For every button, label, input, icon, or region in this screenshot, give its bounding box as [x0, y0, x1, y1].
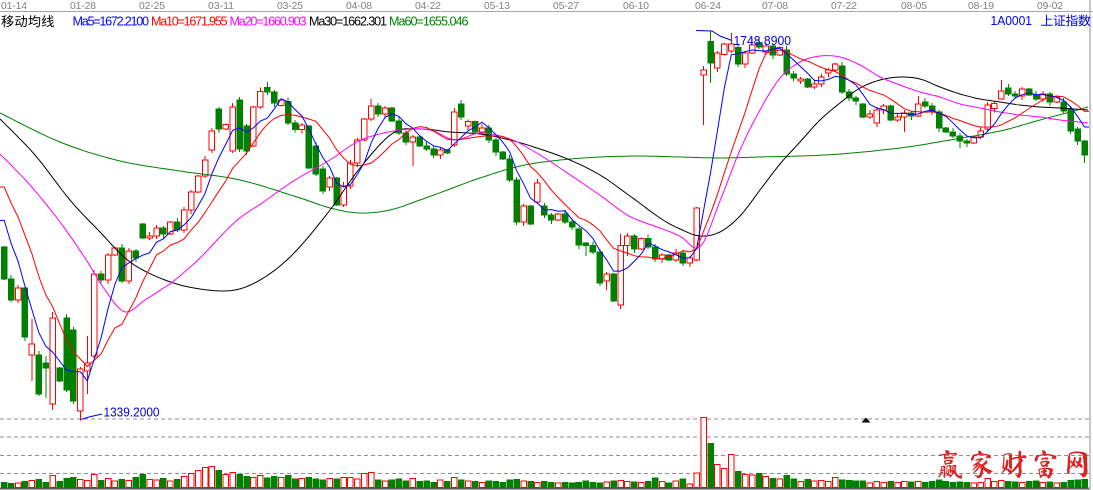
svg-text:1339.2000: 1339.2000 — [104, 405, 160, 420]
svg-text:03-11: 03-11 — [208, 1, 234, 12]
svg-text:07-08: 07-08 — [762, 1, 788, 12]
svg-text:05-27: 05-27 — [553, 1, 579, 12]
svg-text:Ma10=1671.955: Ma10=1671.955 — [151, 15, 228, 29]
svg-text:07-22: 07-22 — [831, 1, 857, 12]
svg-text:Ma5=1672.2100: Ma5=1672.2100 — [73, 15, 150, 29]
svg-text:05-13: 05-13 — [484, 1, 510, 12]
svg-text:06-24: 06-24 — [695, 1, 721, 12]
svg-text:Ma20=1660.903: Ma20=1660.903 — [230, 15, 307, 29]
svg-text:04-08: 04-08 — [346, 1, 372, 12]
svg-text:01-28: 01-28 — [70, 1, 96, 12]
svg-text:04-22: 04-22 — [415, 1, 441, 12]
svg-text:1748.8900: 1748.8900 — [734, 33, 792, 48]
svg-text:06-10: 06-10 — [623, 1, 649, 12]
svg-text:Ma30=1662.301: Ma30=1662.301 — [309, 15, 387, 29]
svg-text:08-05: 08-05 — [901, 1, 927, 12]
svg-text:09-02: 09-02 — [1037, 1, 1063, 12]
svg-text:02-25: 02-25 — [139, 1, 165, 12]
svg-text:1A0001: 1A0001 — [991, 14, 1033, 28]
svg-text:Ma60=1655.046: Ma60=1655.046 — [389, 15, 469, 29]
svg-text:03-25: 03-25 — [277, 1, 303, 12]
svg-text:01-14: 01-14 — [1, 1, 27, 12]
svg-text:08-19: 08-19 — [968, 1, 994, 12]
